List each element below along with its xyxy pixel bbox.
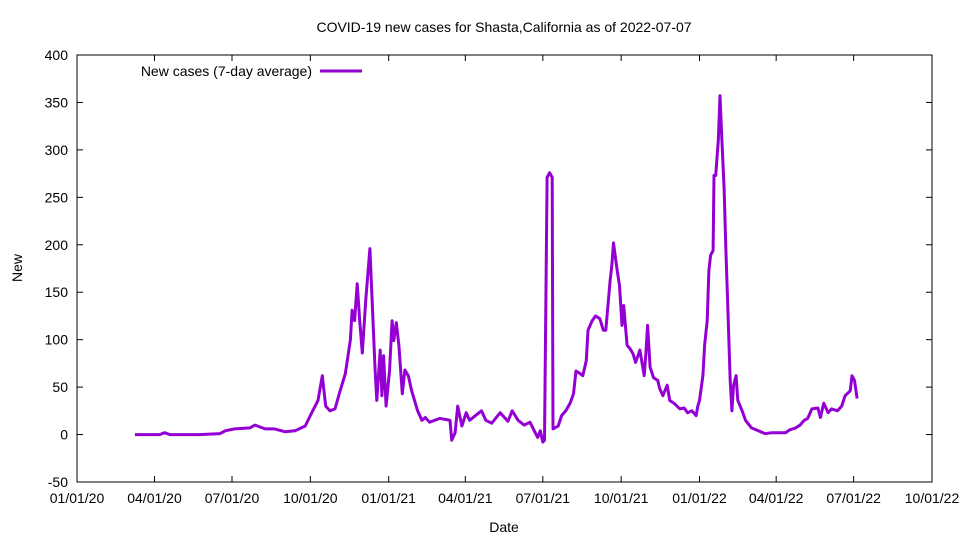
chart-title: COVID-19 new cases for Shasta,California… [316,19,691,35]
x-axis-label: Date [489,519,519,535]
y-axis-label: New [9,253,25,282]
x-tick-label: 07/01/21 [516,490,571,506]
y-tick-label: 300 [45,142,69,158]
y-axis: -50 0 50 100 150 200 250 300 350 400 [45,47,932,490]
y-tick-label: 0 [60,427,68,443]
x-tick-label: 01/01/22 [672,490,727,506]
y-tick-label: 100 [45,332,69,348]
y-tick-label: 50 [52,379,68,395]
y-tick-label: 250 [45,189,69,205]
x-tick-label: 04/01/20 [127,490,182,506]
x-tick-label: 07/01/22 [826,490,881,506]
y-tick-label: 400 [45,47,69,63]
y-tick-label: -50 [48,474,68,490]
x-tick-label: 07/01/20 [205,490,260,506]
legend: New cases (7-day average) [141,63,362,79]
series-line-new-cases [134,94,859,444]
y-tick-label: 350 [45,94,69,110]
x-tick-label: 01/01/21 [361,490,416,506]
x-tick-label: 01/01/20 [50,490,105,506]
y-tick-label: 150 [45,284,69,300]
x-axis: 01/01/20 04/01/20 07/01/20 10/01/20 01/01/21… [50,55,960,506]
y-tick-label: 200 [45,237,69,253]
x-tick-label: 04/01/21 [438,490,493,506]
x-tick-label: 10/01/22 [905,490,960,506]
x-tick-label: 04/01/22 [749,490,804,506]
legend-label: New cases (7-day average) [141,63,312,79]
plot-frame [76,54,933,483]
x-tick-label: 10/01/21 [594,490,649,506]
x-tick-label: 10/01/20 [283,490,338,506]
